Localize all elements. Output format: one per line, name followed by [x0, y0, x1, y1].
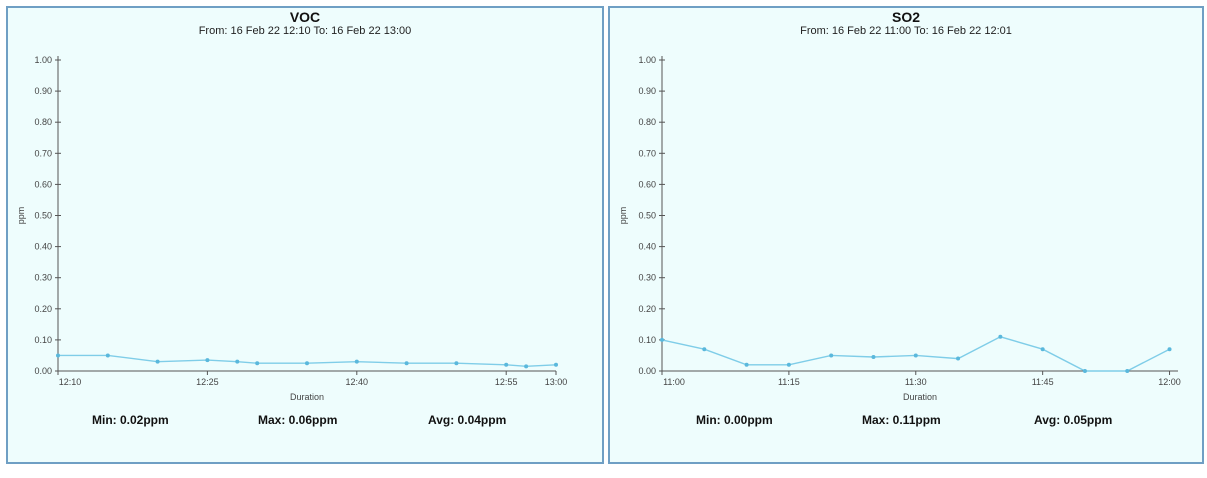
data-point: [1125, 369, 1130, 373]
data-point: [744, 362, 749, 367]
x-tick-label: 12:10: [59, 377, 82, 387]
data-point: [205, 358, 210, 363]
x-tick-label: 13:00: [545, 377, 568, 387]
data-point: [235, 359, 240, 364]
chart-subtitle: From: 16 Feb 22 12:10 To: 16 Feb 22 13:0…: [198, 25, 412, 37]
x-axis-label: Duration: [290, 392, 324, 402]
data-point: [829, 353, 834, 358]
x-tick-label: 11:30: [905, 377, 927, 387]
y-tick-label: 1.00: [638, 55, 656, 65]
y-tick-label: 0.50: [34, 211, 52, 221]
data-point: [998, 334, 1003, 339]
so2-plot: 0.00 0.10 0.20 0.30 0.40 0.50 0.60 0.70 0.80 0.90…: [618, 55, 1181, 402]
y-tick-label: 0.70: [34, 148, 52, 158]
data-point: [354, 359, 359, 364]
voc-plot: 0.00 0.10 0.20 0.30 0.40 0.50 0.60 0.70 0.80 0.90…: [16, 55, 568, 402]
y-tick-label: 0.50: [638, 211, 656, 221]
data-point: [454, 361, 459, 366]
x-tick-label: 11:15: [778, 377, 800, 387]
y-tick-label: 0.20: [34, 304, 52, 314]
y-tick-label: 0.80: [638, 117, 656, 127]
data-point: [786, 362, 791, 367]
data-point: [871, 355, 876, 360]
max-stat: Max: 0.06ppm: [258, 413, 338, 427]
chart-title: SO2: [891, 9, 920, 25]
data-point: [155, 359, 160, 364]
data-point: [913, 353, 918, 358]
y-tick-label: 0.80: [34, 117, 52, 127]
x-tick-label: 12:25: [196, 377, 219, 387]
avg-stat: Avg: 0.05ppm: [1034, 413, 1113, 427]
data-point: [105, 353, 110, 358]
x-tick-label: 11:00: [663, 377, 685, 387]
x-tick-label: 11:45: [1032, 377, 1054, 387]
data-point: [504, 362, 509, 367]
chart-title: VOC: [289, 9, 321, 25]
y-tick-label: 0.40: [34, 242, 52, 252]
y-tick-label: 0.10: [638, 335, 656, 345]
max-stat: Max: 0.11ppm: [862, 413, 941, 427]
y-tick-label: 1.00: [34, 55, 52, 65]
y-tick-label: 0.90: [638, 86, 656, 96]
x-tick-label: 12:55: [495, 377, 518, 387]
data-point: [56, 353, 60, 358]
y-tick-label: 0.20: [638, 304, 656, 314]
y-tick-label: 0.70: [638, 148, 656, 158]
avg-stat: Avg: 0.04ppm: [428, 413, 507, 427]
y-tick-label: 0.00: [34, 366, 52, 376]
x-axis-label: Duration: [903, 392, 937, 402]
data-point: [305, 361, 309, 366]
data-point: [660, 337, 664, 342]
x-tick-label: 12:40: [346, 377, 369, 387]
y-tick-label: 0.10: [34, 335, 52, 345]
data-point: [554, 362, 558, 367]
data-point: [1040, 347, 1045, 352]
y-tick-label: 0.40: [638, 242, 656, 252]
data-point: [404, 361, 409, 366]
data-point: [1167, 347, 1172, 352]
so2-chart-panel: SO2 From: 16 Feb 22 11:00 To: 16 Feb 22 …: [608, 6, 1204, 464]
data-point: [702, 347, 707, 352]
y-tick-label: 0.60: [34, 179, 52, 189]
data-point: [956, 356, 961, 361]
y-tick-label: 0.30: [638, 273, 656, 283]
voc-chart-panel: VOC From: 16 Feb 22 12:10 To: 16 Feb 22 …: [6, 6, 604, 464]
x-tick-label: 12:00: [1158, 377, 1181, 387]
min-stat: Min: 0.00ppm: [696, 413, 773, 427]
y-tick-label: 0.30: [34, 273, 52, 283]
y-axis-label: ppm: [16, 207, 26, 225]
y-tick-label: 0.90: [34, 86, 52, 96]
data-point: [1082, 369, 1087, 373]
data-point: [255, 361, 260, 366]
chart-subtitle: From: 16 Feb 22 11:00 To: 16 Feb 22 12:0…: [800, 25, 1012, 37]
y-axis-label: ppm: [618, 207, 628, 225]
data-point: [524, 364, 529, 369]
min-stat: Min: 0.02ppm: [92, 413, 169, 427]
y-tick-label: 0.60: [638, 179, 656, 189]
y-tick-label: 0.00: [638, 366, 656, 376]
